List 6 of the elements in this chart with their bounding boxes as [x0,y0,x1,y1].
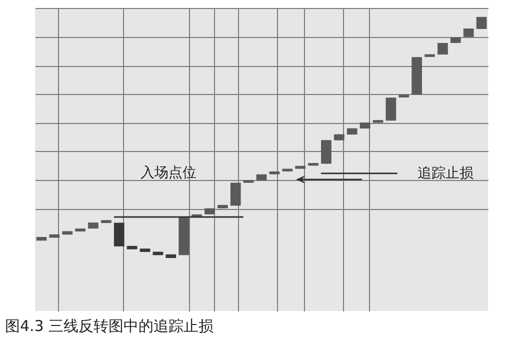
candlestick [321,140,332,164]
candlestick [476,16,487,30]
ref-line-label: 追踪止损 [417,165,474,182]
candlestick [386,97,396,122]
caption: 图4.3 三线反转图中的追踪止损 [5,317,214,335]
candlestick [114,222,124,247]
